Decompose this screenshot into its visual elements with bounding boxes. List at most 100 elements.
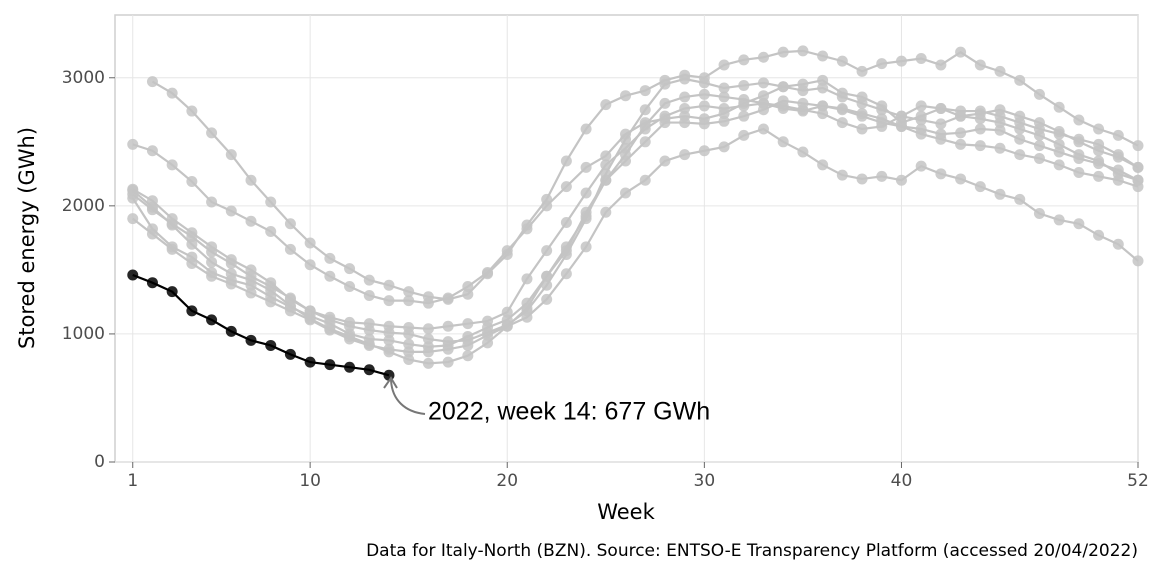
point xyxy=(915,53,927,65)
point xyxy=(1112,149,1124,161)
point xyxy=(146,277,158,289)
point xyxy=(836,91,848,103)
point xyxy=(186,238,198,250)
point xyxy=(304,237,316,249)
point xyxy=(580,161,592,173)
point xyxy=(620,133,632,145)
grid xyxy=(109,15,1139,468)
point xyxy=(206,256,218,268)
point xyxy=(994,110,1006,122)
point xyxy=(186,257,198,269)
point xyxy=(777,81,789,93)
point xyxy=(876,58,888,70)
point xyxy=(383,346,395,358)
point xyxy=(679,73,691,85)
point xyxy=(166,243,178,255)
point xyxy=(225,278,237,290)
point xyxy=(560,241,572,253)
point xyxy=(225,268,237,280)
series xyxy=(146,45,1144,305)
point xyxy=(442,292,454,304)
point xyxy=(620,187,632,199)
point xyxy=(600,206,612,218)
point xyxy=(442,356,454,368)
point xyxy=(757,104,769,116)
annotation-arrowhead xyxy=(383,376,398,389)
point xyxy=(1053,101,1065,113)
point xyxy=(698,145,710,157)
point xyxy=(1132,161,1144,173)
point xyxy=(225,257,237,269)
point xyxy=(245,215,257,227)
point xyxy=(541,200,553,212)
point xyxy=(1112,174,1124,186)
y-tick-label: 0 xyxy=(94,452,105,472)
point xyxy=(955,173,967,185)
point xyxy=(994,124,1006,136)
point xyxy=(225,205,237,217)
point xyxy=(462,339,474,351)
point xyxy=(324,323,336,335)
point xyxy=(245,274,257,286)
point xyxy=(679,117,691,129)
point xyxy=(383,279,395,291)
series xyxy=(127,269,395,381)
series-line xyxy=(132,79,1139,305)
point xyxy=(659,117,671,129)
point xyxy=(403,295,415,307)
point xyxy=(442,320,454,332)
x-tick-label: 20 xyxy=(496,471,518,491)
point xyxy=(836,55,848,67)
point xyxy=(994,65,1006,77)
point xyxy=(363,274,375,286)
point xyxy=(422,333,434,345)
point xyxy=(521,223,533,235)
point xyxy=(324,359,336,371)
point xyxy=(225,325,237,337)
point xyxy=(955,46,967,58)
point xyxy=(757,51,769,63)
point xyxy=(127,184,139,196)
point xyxy=(344,281,356,293)
point xyxy=(797,45,809,57)
point xyxy=(698,77,710,89)
plot-frame xyxy=(114,14,1139,463)
point xyxy=(127,213,139,225)
point xyxy=(127,138,139,150)
point xyxy=(1093,170,1105,182)
point xyxy=(146,228,158,240)
point xyxy=(1033,140,1045,152)
point xyxy=(324,252,336,264)
point xyxy=(600,150,612,162)
point xyxy=(1112,238,1124,250)
point xyxy=(639,174,651,186)
point xyxy=(284,292,296,304)
point xyxy=(856,65,868,77)
caption: Data for Italy-North (BZN). Source: ENTS… xyxy=(366,541,1138,561)
point xyxy=(166,219,178,231)
point xyxy=(482,337,494,349)
point xyxy=(915,114,927,126)
point xyxy=(363,289,375,301)
point xyxy=(856,123,868,135)
point xyxy=(895,174,907,186)
point xyxy=(935,133,947,145)
point xyxy=(383,334,395,346)
point xyxy=(876,113,888,125)
point xyxy=(166,87,178,99)
point xyxy=(1053,146,1065,158)
point xyxy=(895,55,907,67)
point xyxy=(166,159,178,171)
x-tick-label: 10 xyxy=(299,471,321,491)
point xyxy=(245,174,257,186)
point xyxy=(1033,208,1045,220)
point xyxy=(1073,218,1085,230)
point xyxy=(836,102,848,114)
point xyxy=(974,181,986,193)
point xyxy=(757,90,769,102)
point xyxy=(817,100,829,112)
point xyxy=(698,118,710,130)
point xyxy=(1033,88,1045,100)
series xyxy=(127,97,1144,335)
point xyxy=(935,102,947,114)
